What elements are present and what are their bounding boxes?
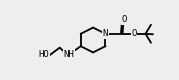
Text: NH: NH	[64, 50, 75, 59]
Text: O: O	[131, 29, 137, 38]
Text: N: N	[103, 29, 108, 38]
Text: HO: HO	[38, 50, 49, 59]
Text: O: O	[121, 15, 127, 24]
